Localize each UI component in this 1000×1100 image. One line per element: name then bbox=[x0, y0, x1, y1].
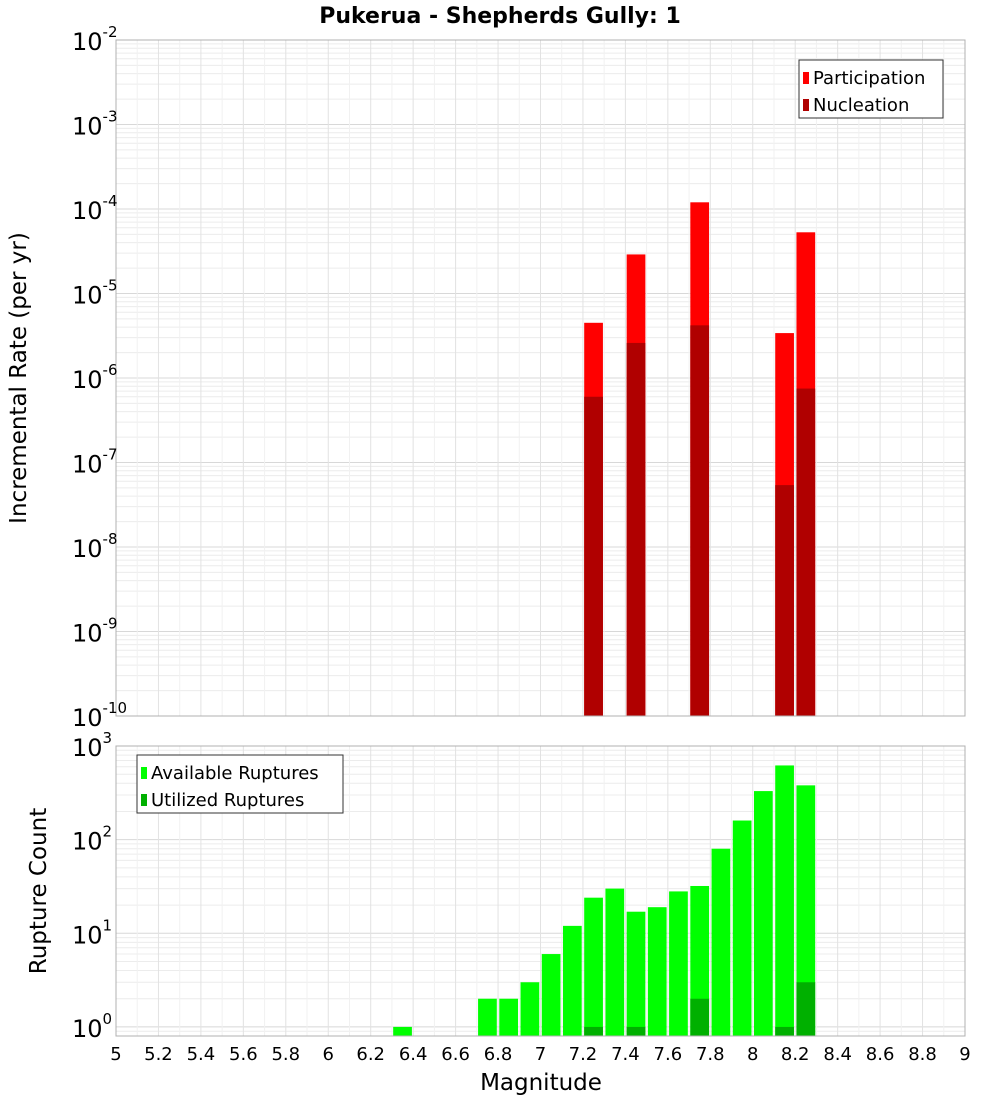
bar-available-ruptures bbox=[626, 911, 646, 1036]
y-axis-label: Rupture Count bbox=[26, 808, 52, 974]
bars bbox=[393, 765, 816, 1036]
bar-available-ruptures bbox=[690, 885, 710, 1036]
legend-box bbox=[798, 59, 944, 119]
legend-swatch bbox=[803, 72, 809, 84]
y-tick-label: 102 bbox=[72, 823, 112, 856]
y-tick-label: 10-9 bbox=[72, 615, 118, 648]
participation-nucleation-panel: 10-10 10-9 10-8 10-7 10-6 10-5 10-4 10-3 10-2 Inc… bbox=[6, 23, 966, 732]
legend-swatch bbox=[141, 767, 147, 779]
bar-overlay-utilized-ruptures bbox=[690, 998, 710, 1036]
x-tick-label: 8.8 bbox=[908, 1044, 937, 1065]
y-tick-label: 10-10 bbox=[72, 699, 127, 732]
x-tick-label: 7.4 bbox=[611, 1044, 640, 1065]
legend-swatch bbox=[803, 99, 809, 111]
x-tick-label: 6 bbox=[323, 1044, 334, 1065]
x-tick-label: 6.8 bbox=[484, 1044, 513, 1065]
x-tick-label: 7.6 bbox=[654, 1044, 683, 1065]
x-axis-label: Magnitude bbox=[480, 1070, 602, 1096]
bar-overlay-nucleation bbox=[796, 388, 816, 716]
y-tick-label: 103 bbox=[72, 729, 112, 762]
bar-overlay-nucleation bbox=[690, 325, 710, 716]
bar-available-ruptures bbox=[499, 998, 519, 1036]
bar-overlay-nucleation bbox=[584, 396, 603, 716]
x-tick-label: 6.6 bbox=[441, 1044, 470, 1065]
x-tick-label: 9 bbox=[959, 1044, 970, 1065]
x-tick-label: 5 bbox=[110, 1044, 121, 1065]
bar-available-ruptures bbox=[584, 897, 603, 1036]
bar-available-ruptures bbox=[754, 791, 773, 1036]
x-tick-label: 5.8 bbox=[271, 1044, 300, 1065]
bar-overlay-utilized-ruptures bbox=[796, 982, 816, 1036]
x-tick-label: 8.2 bbox=[781, 1044, 810, 1065]
x-tick-label: 5.2 bbox=[144, 1044, 173, 1065]
bars bbox=[584, 202, 816, 716]
legend-label: Utilized Ruptures bbox=[151, 790, 304, 811]
x-tick-label: 5.4 bbox=[187, 1044, 216, 1065]
bar-overlay-utilized-ruptures bbox=[626, 1026, 646, 1036]
bar-available-ruptures bbox=[478, 998, 497, 1036]
y-tick-label: 10-7 bbox=[72, 446, 118, 479]
grid-lines bbox=[115, 39, 966, 717]
y-axis-label: Incremental Rate (per yr) bbox=[6, 232, 32, 524]
x-tick-label: 5.6 bbox=[229, 1044, 258, 1065]
bar-available-ruptures bbox=[520, 982, 540, 1036]
y-tick-label: 10-8 bbox=[72, 530, 118, 563]
plot-border bbox=[115, 39, 966, 717]
rupture-count-panel: 100 101 102 103 Rupture Count Available Ruptu… bbox=[26, 729, 966, 1043]
bar-available-ruptures bbox=[562, 925, 582, 1036]
bar-available-ruptures bbox=[647, 907, 667, 1036]
bar-available-ruptures bbox=[669, 891, 688, 1036]
x-tick-label: 6.4 bbox=[399, 1044, 428, 1065]
y-tick-label: 10-4 bbox=[72, 192, 118, 225]
x-tick-label: 8.4 bbox=[823, 1044, 852, 1065]
x-tick-label: 7.2 bbox=[569, 1044, 598, 1065]
legend-label: Available Ruptures bbox=[151, 763, 319, 784]
legend-swatch bbox=[141, 794, 147, 806]
x-tick-labels: 5 5.2 5.4 5.6 5.8 6 6.2 6.4 6.6 6.8 7 7.2 7.4 7.6 7.8 8… bbox=[110, 1044, 970, 1065]
legend-label: Participation bbox=[813, 68, 925, 89]
legend-box bbox=[136, 754, 344, 814]
bar-available-ruptures bbox=[541, 954, 561, 1036]
legend-label: Nucleation bbox=[813, 95, 909, 116]
bar-overlay-nucleation bbox=[626, 342, 646, 716]
y-tick-label: 10-2 bbox=[72, 23, 118, 56]
y-tick-label: 100 bbox=[72, 1010, 112, 1043]
x-tick-label: 8 bbox=[747, 1044, 758, 1065]
y-tick-labels: 100 101 102 103 bbox=[72, 729, 112, 1043]
x-tick-label: 6.2 bbox=[356, 1044, 385, 1065]
y-tick-label: 10-5 bbox=[72, 277, 118, 310]
bar-available-ruptures bbox=[605, 888, 625, 1036]
bar-overlay-utilized-ruptures bbox=[775, 1026, 794, 1036]
chart-title: Pukerua - Shepherds Gully: 1 bbox=[319, 4, 681, 29]
y-tick-labels: 10-10 10-9 10-8 10-7 10-6 10-5 10-4 10-3 10-2 bbox=[72, 23, 127, 732]
legend: Participation Nucleation bbox=[798, 59, 944, 119]
bar-overlay-utilized-ruptures bbox=[584, 1026, 603, 1036]
x-tick-label: 7 bbox=[535, 1044, 546, 1065]
bar-available-ruptures bbox=[711, 848, 731, 1036]
bar-available-ruptures bbox=[775, 765, 794, 1036]
y-tick-label: 10-6 bbox=[72, 361, 118, 394]
y-tick-label: 10-3 bbox=[72, 108, 118, 141]
x-tick-label: 7.8 bbox=[696, 1044, 725, 1065]
bar-available-ruptures bbox=[393, 1026, 412, 1036]
bar-overlay-nucleation bbox=[775, 485, 794, 716]
legend: Available Ruptures Utilized Ruptures bbox=[136, 754, 344, 814]
bar-available-ruptures bbox=[796, 785, 816, 1036]
bar-available-ruptures bbox=[732, 820, 752, 1036]
plot-border bbox=[115, 745, 966, 1037]
y-tick-label: 101 bbox=[72, 916, 112, 949]
x-tick-label: 8.6 bbox=[866, 1044, 895, 1065]
